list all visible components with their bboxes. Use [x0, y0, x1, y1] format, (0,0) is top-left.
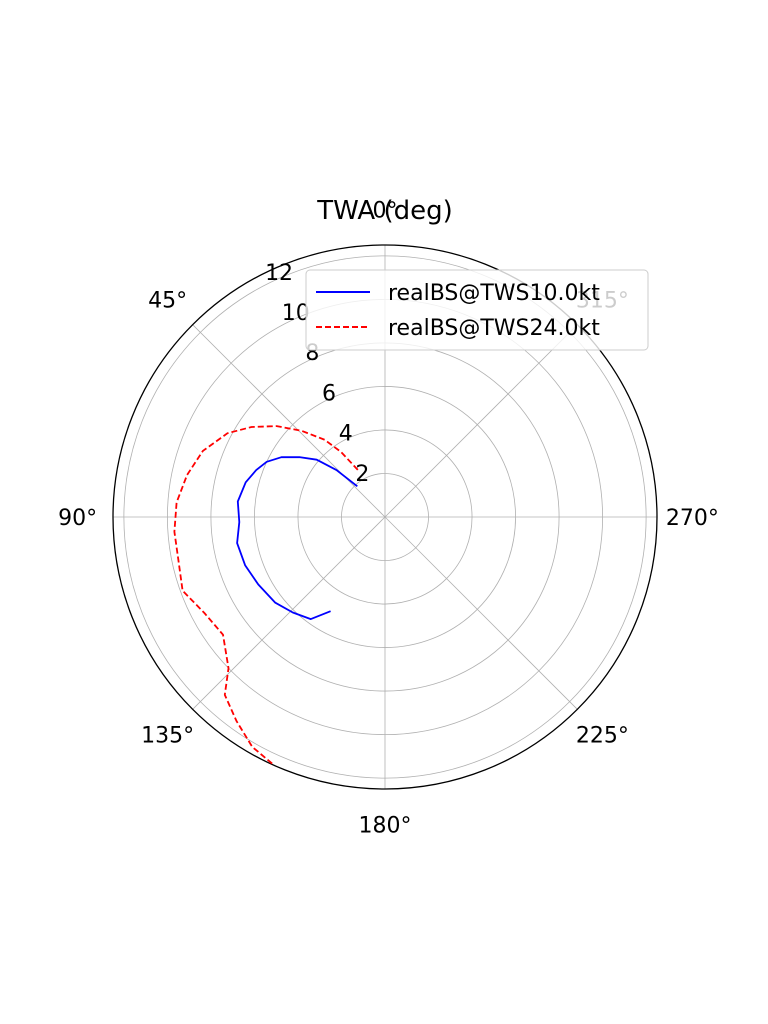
polar-grid	[113, 245, 657, 789]
angle-tick-label: 225°	[576, 723, 629, 748]
series-line	[236, 456, 358, 620]
radial-tick-label: 10	[282, 301, 310, 326]
legend-label-tws10: realBS@TWS10.0kt	[388, 281, 600, 306]
angle-tick-label: 270°	[666, 506, 719, 531]
radial-tick-label: 4	[339, 422, 353, 447]
theta-grid-line	[192, 324, 386, 518]
radial-tick-label: 2	[355, 462, 369, 487]
angle-tick-label: 90°	[58, 506, 97, 531]
legend-label-tws24: realBS@TWS24.0kt	[388, 316, 600, 341]
theta-grid-line	[384, 324, 578, 518]
angle-tick-label: 45°	[148, 289, 187, 314]
angle-tick-labels: 0°45°90°135°180°225°270°315°	[58, 199, 719, 839]
radial-tick-label: 6	[322, 381, 336, 406]
angle-tick-label: 180°	[359, 813, 412, 838]
legend: realBS@TWS10.0kt realBS@TWS24.0kt	[305, 269, 649, 351]
angle-tick-label: 135°	[141, 723, 194, 748]
series-layer	[173, 425, 359, 767]
radial-tick-label: 12	[265, 261, 293, 286]
angle-tick-label: 0°	[373, 199, 398, 224]
legend-box	[305, 269, 649, 351]
polar-frame	[112, 244, 658, 790]
theta-grid-line	[384, 516, 578, 710]
theta-grid-line	[192, 516, 386, 710]
chart-title: TWA (deg)	[316, 196, 453, 226]
series-line	[173, 425, 359, 767]
